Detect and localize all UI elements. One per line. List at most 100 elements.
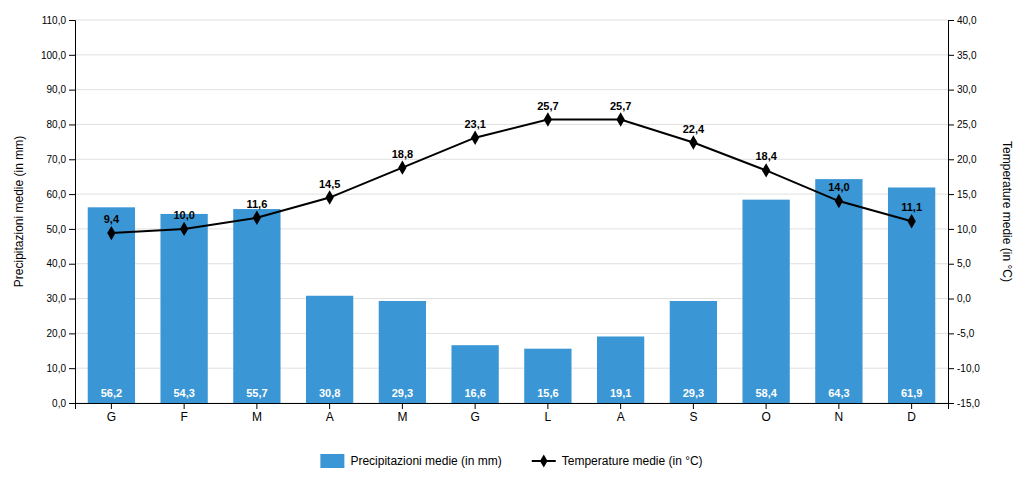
tick-label: S: [689, 410, 697, 424]
tick: 15,0: [948, 189, 977, 200]
tick-mark: [69, 229, 75, 230]
data-label: 25,7: [537, 100, 558, 112]
tick-label: -5,0: [957, 328, 975, 339]
bar: [379, 301, 426, 403]
tick: 40,0: [47, 258, 75, 269]
data-label: 10,0: [173, 209, 194, 221]
tick-label: A: [326, 410, 334, 424]
tick: 0,0: [948, 293, 971, 304]
tick-mark: [948, 159, 954, 160]
marker: [107, 226, 115, 240]
tick-mark: [69, 368, 75, 369]
tick: 80,0: [47, 119, 75, 130]
tick-mark: [402, 403, 403, 409]
tick: D: [907, 403, 916, 424]
data-label: 23,1: [464, 118, 485, 130]
data-label: 15,6: [537, 387, 558, 399]
tick-mark: [475, 403, 476, 409]
tick-label: 60,0: [47, 189, 67, 200]
data-label: 22,4: [683, 123, 705, 135]
chart: 0,010,020,030,040,050,060,070,080,090,01…: [0, 0, 1023, 483]
tick-label: 70,0: [47, 154, 67, 165]
tick-label: 30,0: [957, 84, 977, 95]
data-label: 29,3: [392, 387, 413, 399]
marker: [180, 222, 188, 236]
data-label: 11,6: [246, 198, 267, 210]
tick-mark: [948, 20, 954, 21]
tick-label: D: [907, 410, 916, 424]
legend-label: Temperature medie (in °C): [562, 454, 703, 468]
marker: [907, 214, 915, 228]
data-label: 16,6: [464, 387, 485, 399]
y-axis-title: Precipitazioni medie (in mm): [12, 136, 26, 287]
data-label: 11,1: [901, 201, 922, 213]
data-label: 56,2: [101, 387, 122, 399]
tick-mark: [329, 403, 330, 409]
tick-mark: [948, 333, 954, 334]
tick-mark: [948, 194, 954, 195]
tick-label: 110,0: [42, 15, 67, 26]
tick: 0,0: [52, 398, 75, 409]
axis-domain: [949, 21, 955, 404]
data-label: 54,3: [173, 387, 194, 399]
x-axis: GFMAMGLASOND: [76, 403, 949, 424]
bar: [815, 179, 862, 403]
legend-item: Temperature medie (in °C): [532, 454, 703, 468]
tick: 40,0: [948, 15, 977, 26]
tick-label: N: [835, 410, 844, 424]
tick-label: 40,0: [47, 258, 67, 269]
tick: M: [397, 403, 407, 424]
tick-mark: [69, 159, 75, 160]
grid-line: [75, 159, 948, 160]
y-axis: 0,010,020,030,040,050,060,070,080,090,01…: [41, 15, 76, 409]
data-label: 55,7: [246, 387, 267, 399]
tick-mark: [69, 194, 75, 195]
tick-mark: [69, 264, 75, 265]
legend-label: Precipitazioni medie (in mm): [350, 454, 501, 468]
data-label: 9,4: [104, 213, 120, 225]
tick: L: [545, 403, 552, 424]
bar-series: [88, 179, 936, 403]
bar: [888, 187, 935, 403]
tick-label: G: [107, 410, 116, 424]
tick-mark: [69, 90, 75, 91]
tick-mark: [69, 124, 75, 125]
tick-mark: [69, 333, 75, 334]
marker: [325, 190, 333, 204]
data-label: 18,8: [392, 148, 413, 160]
data-label: 18,4: [755, 150, 777, 162]
bar: [742, 200, 789, 403]
marker: [689, 135, 697, 149]
legend-marker: [540, 454, 548, 467]
tick-label: -10,0: [957, 363, 980, 374]
legend-item: Precipitazioni medie (in mm): [320, 454, 501, 468]
plot: 0,010,020,030,040,050,060,070,080,090,01…: [12, 15, 1014, 424]
tick-mark: [948, 299, 954, 300]
marker: [398, 160, 406, 174]
grid-line: [75, 124, 948, 125]
tick-mark: [948, 368, 954, 369]
tick: 100,0: [41, 50, 75, 61]
tick-mark: [256, 403, 257, 409]
tick-mark: [111, 403, 112, 409]
tick-mark: [948, 264, 954, 265]
tick-mark: [184, 403, 185, 409]
marker: [471, 130, 479, 144]
tick: S: [689, 403, 697, 424]
tick: G: [107, 403, 116, 424]
tick-label: 20,0: [47, 328, 67, 339]
bar: [306, 296, 353, 403]
bar: [88, 207, 135, 403]
tick-label: 20,0: [957, 154, 977, 165]
tick-label: L: [545, 410, 552, 424]
tick: 20,0: [47, 328, 75, 339]
tick-mark: [69, 403, 75, 404]
tick-label: 30,0: [47, 293, 67, 304]
tick-label: 0,0: [957, 293, 971, 304]
tick-mark: [766, 403, 767, 409]
bar: [233, 209, 280, 403]
y2-axis: -15,0-10,0-5,00,05,010,015,020,025,030,0…: [948, 15, 980, 409]
tick: 10,0: [47, 363, 75, 374]
tick-mark: [948, 229, 954, 230]
tick-label: 10,0: [47, 363, 67, 374]
